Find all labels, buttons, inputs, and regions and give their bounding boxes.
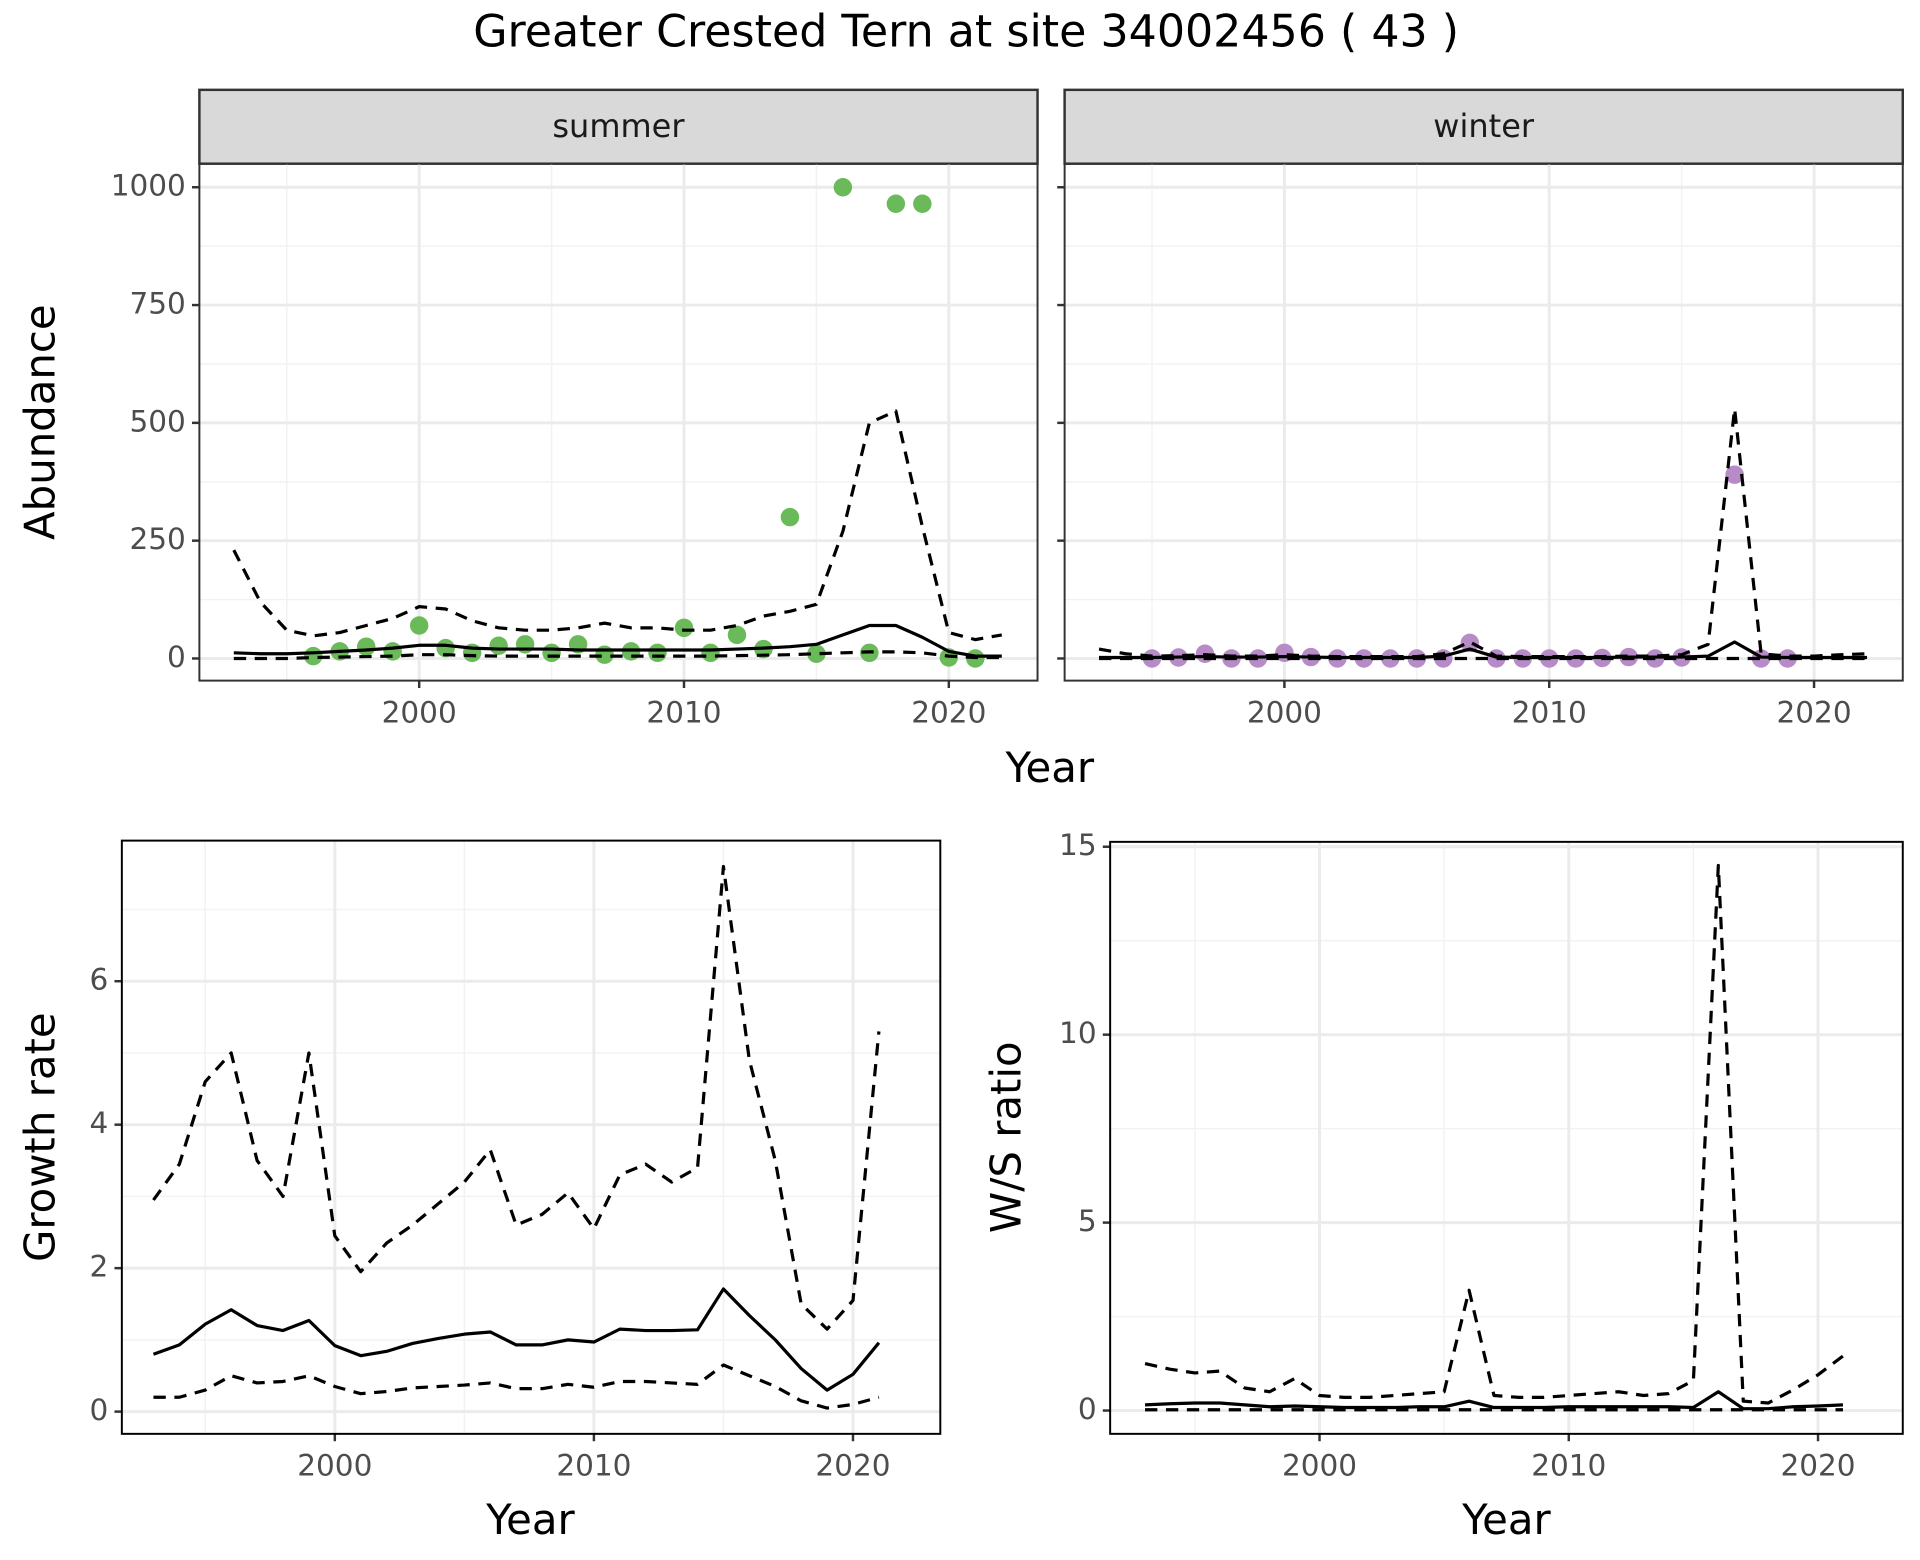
interval-line xyxy=(153,1363,880,1410)
y-tick-label: 1000 xyxy=(111,169,186,203)
y-tick-label: 250 xyxy=(130,522,186,556)
x-tick-label: 2000 xyxy=(1282,1449,1357,1483)
interval-line xyxy=(233,650,1002,661)
y-tick-label: 10 xyxy=(1059,1016,1097,1050)
interval-line xyxy=(1144,863,1844,1405)
y-tick-label: 2 xyxy=(90,1250,109,1284)
mean-line xyxy=(152,1287,881,1392)
x-tick-label: 2010 xyxy=(556,1449,631,1483)
x-tick-label: 2010 xyxy=(1512,695,1587,729)
x-axis-label: Year xyxy=(485,1495,575,1544)
y-axis-label: Abundance xyxy=(16,304,65,540)
y-tick-label: 0 xyxy=(1078,1392,1097,1426)
x-tick-label: 2000 xyxy=(297,1449,372,1483)
x-tick-label: 2000 xyxy=(1247,695,1322,729)
chart-title: Greater Crested Tern at site 34002456 ( … xyxy=(473,6,1459,57)
panel-border xyxy=(1109,840,1904,1435)
data-point xyxy=(674,618,694,638)
interval-line xyxy=(232,409,1003,642)
x-tick-label: 2020 xyxy=(815,1449,890,1483)
data-point xyxy=(913,194,932,213)
y-tick-label: 5 xyxy=(1078,1204,1097,1238)
x-tick-label: 2010 xyxy=(1531,1449,1606,1483)
facet-label: summer xyxy=(552,107,685,145)
y-tick-label: 750 xyxy=(130,287,186,321)
x-tick-label: 2020 xyxy=(911,695,986,729)
x-tick-label: 2020 xyxy=(1780,1449,1855,1483)
data-point xyxy=(648,643,667,663)
data-point xyxy=(833,178,853,197)
data-point xyxy=(701,643,720,663)
y-tick-label: 500 xyxy=(130,404,186,438)
facet-strip xyxy=(198,88,1039,165)
panel-border xyxy=(1063,162,1904,682)
y-tick-label: 0 xyxy=(90,1393,109,1427)
mean-line xyxy=(233,623,1002,658)
y-tick-label: 15 xyxy=(1059,828,1097,862)
panel: 2000 2010 2020 0 2 4 6 Year Growth rate xyxy=(16,839,942,1544)
data-point xyxy=(436,638,455,658)
interval-line xyxy=(1098,407,1868,659)
y-tick-label: 6 xyxy=(90,963,109,997)
data-point xyxy=(542,643,561,663)
panel-border xyxy=(198,162,1039,682)
panel: 2000 2010 2020 0 5 10 15 Year W/S ratio xyxy=(982,828,1904,1544)
data-point xyxy=(1460,633,1480,653)
data-point xyxy=(1725,465,1744,484)
data-point xyxy=(780,507,800,527)
y-axis-label: Growth rate xyxy=(16,1012,65,1262)
data-point xyxy=(807,644,826,663)
x-tick-label: 2020 xyxy=(1776,695,1851,729)
data-point xyxy=(727,625,747,645)
data-point xyxy=(489,636,508,655)
facet-label: winter xyxy=(1433,107,1535,145)
panel: Greater Crested Tern at site 34002456 ( … xyxy=(16,6,1460,791)
interval-line xyxy=(152,864,881,1331)
data-point xyxy=(515,635,535,654)
x-tick-label: 2000 xyxy=(382,695,457,729)
data-point xyxy=(356,637,376,656)
data-point xyxy=(409,616,429,635)
facet-strip xyxy=(1063,88,1905,165)
panel: winter 2000 2010 2020 xyxy=(1057,88,1905,729)
data-point xyxy=(383,642,402,661)
y-tick-label: 0 xyxy=(167,640,186,674)
x-tick-label: 2010 xyxy=(646,695,721,729)
x-axis-label: Year xyxy=(1461,1495,1551,1544)
y-axis-label: W/S ratio xyxy=(982,1041,1031,1233)
data-point xyxy=(886,194,906,213)
y-tick-label: 4 xyxy=(90,1106,109,1140)
x-axis-label: Year xyxy=(1005,743,1095,792)
mean-line xyxy=(1144,1390,1844,1411)
panel-border xyxy=(120,839,942,1435)
